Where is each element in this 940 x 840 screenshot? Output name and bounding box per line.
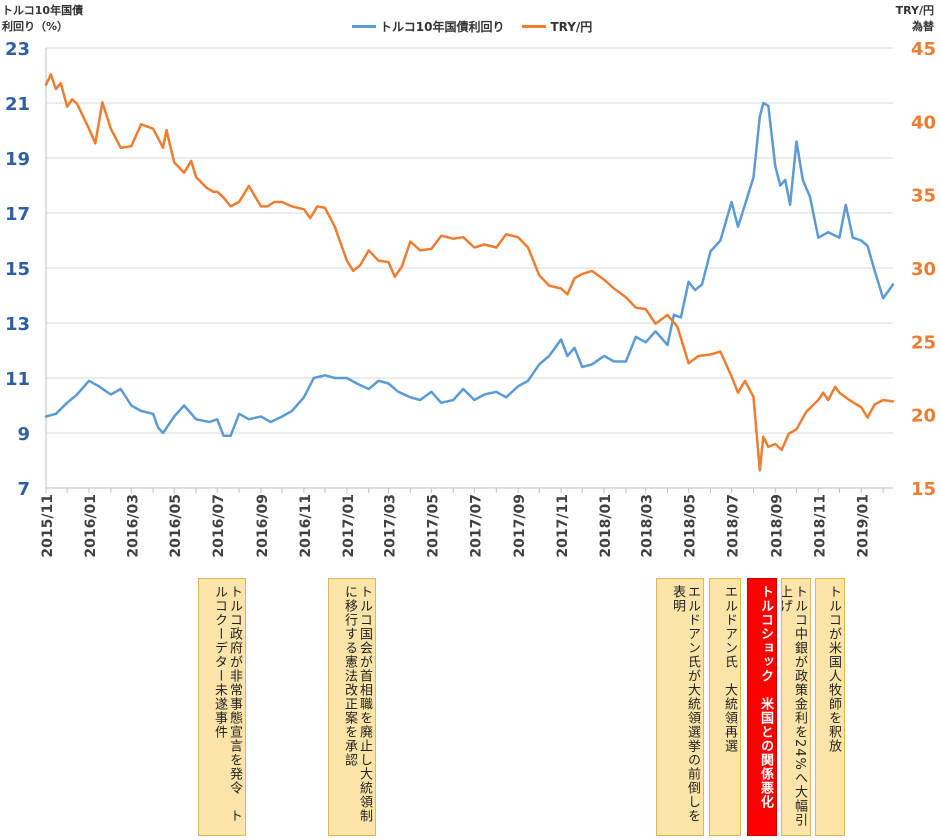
left-tick-label: 13 [5, 314, 30, 335]
left-tick-label: 23 [5, 39, 30, 60]
legend-item-fx: TRY/円 [522, 18, 592, 35]
legend-label-yield: トルコ10年国債利回り [380, 20, 505, 34]
right-axis-title-line1: TRY/円 [895, 4, 934, 17]
x-tick-label: 2016/07 [211, 494, 227, 558]
x-tick-label: 2017/01 [341, 494, 357, 558]
x-tick-label: 2017/03 [382, 494, 398, 558]
x-tick-label: 2019/01 [855, 494, 871, 558]
x-tick-label: 2017/09 [512, 494, 528, 558]
annotation-box-constitution: トルコ国会が首相職を廃止し大統領制に移行する憲法改正案を承認 [328, 578, 376, 836]
annotation-text-reelection: エルドアン氏 大統領再選 [722, 585, 737, 753]
x-tick-label: 2017/11 [555, 494, 571, 558]
annotation-text-pastor-release: トルコが米国人牧師を釈放 [826, 585, 841, 753]
left-tick-label: 11 [5, 369, 30, 390]
annotation-box-turkey-shock: トルコショック 米国との関係悪化 [747, 578, 777, 836]
x-tick-label: 2018/07 [726, 494, 742, 558]
x-tick-label: 2017/07 [468, 494, 484, 558]
series-line-fx [44, 73, 895, 472]
annotation-box-pastor-release: トルコが米国人牧師を釈放 [815, 578, 845, 836]
annotation-text-coup: トルコ政府が非常事態宣言を発令 トルコクーデター未遂事件 [212, 585, 242, 823]
right-tick-label: 45 [911, 39, 936, 60]
right-tick-label: 40 [911, 112, 936, 133]
legend-label-fx: TRY/円 [550, 20, 593, 34]
right-tick-label: 15 [911, 479, 936, 500]
x-tick-label: 2018/01 [598, 494, 614, 558]
chart-legend: トルコ10年国債利回り TRY/円 [352, 18, 610, 35]
right-tick-label: 30 [911, 259, 936, 280]
x-tick-label: 2016/01 [83, 494, 99, 558]
left-tick-label: 19 [5, 149, 30, 170]
x-tick-label: 2016/03 [125, 494, 141, 558]
right-tick-label: 20 [911, 406, 936, 427]
x-tick-label: 2018/05 [683, 494, 699, 558]
x-tick-label: 2018/09 [769, 494, 785, 558]
annotation-text-turkey-shock: トルコショック 米国との関係悪化 [758, 585, 773, 809]
x-tick-label: 2016/11 [298, 494, 314, 558]
right-tick-label: 35 [911, 186, 936, 207]
right-axis-title-line2: 為替 [912, 20, 934, 33]
left-axis-title-line2: 利回り（%） [2, 20, 69, 33]
annotation-box-reelection: エルドアン氏 大統領再選 [709, 578, 741, 836]
right-tick-label: 25 [911, 332, 936, 353]
left-tick-label: 7 [17, 479, 30, 500]
left-tick-label: 15 [5, 259, 30, 280]
annotation-text-rate-hike: トルコ中銀が政策金利を24%へ大幅引上げ [781, 585, 807, 827]
series-line-yield [44, 101, 895, 438]
annotation-text-early-election: エルドアン氏が大統領選挙の前倒しを表明 [670, 585, 700, 823]
left-tick-label: 17 [5, 204, 30, 225]
x-tick-label: 2016/05 [168, 494, 184, 558]
annotation-text-constitution: トルコ国会が首相職を廃止し大統領制に移行する憲法改正案を承認 [342, 585, 372, 823]
x-tick-label: 2017/05 [425, 494, 441, 558]
legend-swatch-yield [352, 25, 376, 28]
left-tick-label: 9 [17, 424, 30, 445]
left-tick-label: 21 [5, 94, 30, 115]
annotation-box-rate-hike: トルコ中銀が政策金利を24%へ大幅引上げ [781, 578, 811, 836]
x-tick-label: 2015/11 [40, 494, 56, 558]
left-axis-title-line1: トルコ10年国債 [2, 4, 84, 17]
right-axis-title: TRY/円 為替 [896, 3, 934, 35]
annotation-box-coup: トルコ政府が非常事態宣言を発令 トルコクーデター未遂事件 [198, 578, 246, 836]
x-tick-label: 2018/11 [812, 494, 828, 558]
x-tick-label: 2018/03 [640, 494, 656, 558]
legend-swatch-fx [522, 25, 547, 28]
annotation-box-early-election: エルドアン氏が大統領選挙の前倒しを表明 [656, 578, 704, 836]
legend-item-yield: トルコ10年国債利回り [352, 18, 504, 35]
left-axis-title: トルコ10年国債 利回り（%） [2, 3, 83, 35]
x-tick-label: 2016/09 [255, 494, 271, 558]
